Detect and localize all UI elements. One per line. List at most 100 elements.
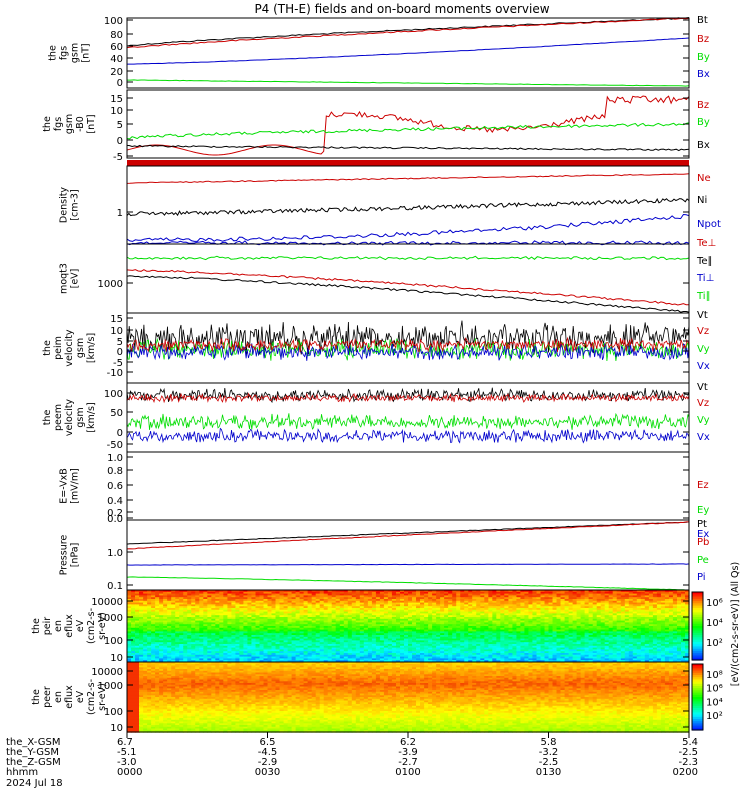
spectrogram-cell bbox=[456, 638, 461, 641]
spectrogram-cell bbox=[664, 620, 670, 623]
spectrogram-cell bbox=[167, 597, 172, 600]
spectrogram-cell bbox=[504, 590, 509, 593]
spectrogram-cell bbox=[183, 651, 188, 654]
spectrogram-cell bbox=[219, 609, 224, 613]
spectrogram-cell bbox=[396, 599, 401, 602]
spectrogram-cell bbox=[685, 618, 690, 622]
spectrogram-cell bbox=[640, 620, 646, 623]
spectrogram-cell bbox=[187, 599, 192, 602]
spectrogram-cell bbox=[351, 611, 357, 614]
spectrogram-cell bbox=[484, 644, 489, 647]
spectrogram-cell bbox=[632, 613, 638, 616]
spectrogram-cell bbox=[520, 591, 525, 595]
spectrogram-cell bbox=[540, 608, 546, 611]
spectrogram-cell bbox=[460, 645, 465, 649]
spectrogram-cell bbox=[311, 631, 317, 634]
spectrogram-cell bbox=[319, 600, 325, 604]
spectrogram-cell bbox=[624, 600, 630, 604]
spectrogram-cell bbox=[681, 626, 686, 629]
spectrogram-cell bbox=[544, 597, 550, 600]
spectrogram-cell bbox=[648, 644, 654, 647]
spectrogram-cell bbox=[488, 635, 493, 638]
spectrogram-cell bbox=[283, 640, 289, 643]
spectrogram-cell bbox=[664, 615, 670, 618]
spectrogram-cell bbox=[456, 600, 461, 604]
spectrogram-cell bbox=[516, 644, 521, 647]
spectrogram-cell bbox=[448, 609, 453, 613]
series-Bx bbox=[127, 79, 690, 87]
spectrogram-cell bbox=[167, 649, 172, 652]
spectrogram-cell bbox=[428, 609, 433, 613]
spectrogram-cell bbox=[492, 633, 497, 636]
spectrogram-cell bbox=[387, 640, 393, 643]
spectrogram-cell bbox=[355, 593, 361, 596]
spectrogram-cell bbox=[476, 620, 481, 623]
spectrogram-cell bbox=[211, 631, 216, 634]
spectrogram-cell bbox=[512, 617, 517, 620]
spectrogram-cell bbox=[468, 618, 473, 622]
spectrogram-cell bbox=[616, 593, 622, 596]
spectrogram-cell bbox=[351, 590, 357, 593]
spectrogram-cell bbox=[291, 602, 297, 605]
spectrogram-cell bbox=[251, 602, 256, 605]
spectrogram-cell bbox=[355, 647, 361, 650]
series-Ni bbox=[126, 198, 690, 217]
spectrogram-cell bbox=[263, 590, 269, 593]
spectrogram-cell bbox=[355, 626, 361, 629]
spectrogram-cell bbox=[343, 640, 349, 643]
spectrogram-cell bbox=[219, 618, 224, 622]
spectrogram-cell bbox=[588, 638, 594, 641]
spectrogram-cell bbox=[235, 618, 240, 622]
spectrogram-cell bbox=[143, 602, 148, 605]
spectrogram-cell bbox=[592, 627, 598, 631]
spectrogram-cell bbox=[620, 609, 626, 613]
spectrogram-cell bbox=[656, 618, 662, 622]
spectrogram-cell bbox=[420, 599, 425, 602]
spectrogram-cell bbox=[685, 620, 690, 623]
spectrogram-cell bbox=[416, 624, 421, 627]
spectrogram-cell bbox=[612, 638, 618, 641]
spectrogram-cell bbox=[179, 611, 184, 614]
spectrogram-cell bbox=[408, 631, 413, 634]
spectrogram-cell bbox=[664, 617, 670, 620]
spectrogram-cell bbox=[223, 622, 228, 625]
spectrogram-cell bbox=[428, 593, 433, 596]
spectrogram-cell bbox=[239, 631, 244, 634]
spectrogram-cell bbox=[267, 599, 273, 602]
spectrogram-cell bbox=[247, 645, 252, 649]
spectrogram-cell bbox=[400, 597, 405, 600]
spectrogram-cell bbox=[391, 622, 397, 625]
spectrogram-cell bbox=[387, 599, 393, 602]
series-Te-par bbox=[126, 275, 690, 313]
spectrogram-cell bbox=[584, 647, 590, 650]
spectrogram-cell bbox=[383, 624, 389, 627]
spectrogram-cell bbox=[464, 618, 469, 622]
spectrogram-cell bbox=[255, 604, 261, 607]
spectrogram-cell bbox=[203, 631, 208, 634]
spectrogram-cell bbox=[524, 636, 529, 640]
spectrogram-cell bbox=[271, 642, 277, 645]
spectrogram-cell bbox=[584, 638, 590, 641]
spectrogram-cell bbox=[387, 622, 393, 625]
spectrogram-cell bbox=[524, 649, 529, 652]
spectrogram-cell bbox=[339, 629, 345, 632]
spectrogram-cell bbox=[652, 636, 658, 640]
spectrogram-cell bbox=[528, 606, 533, 609]
spectrogram-cell bbox=[347, 595, 353, 598]
spectrogram-cell bbox=[131, 611, 136, 614]
spectrogram-cell bbox=[351, 626, 357, 629]
spectrogram-cell bbox=[155, 606, 160, 609]
spectrogram-cell bbox=[171, 636, 176, 640]
spectrogram-cell bbox=[452, 604, 457, 607]
spectrogram-cell bbox=[243, 636, 248, 640]
spectrogram-cell bbox=[219, 644, 224, 647]
spectrogram-cell bbox=[677, 615, 682, 618]
spectrogram-cell bbox=[295, 629, 301, 632]
spectrogram-cell bbox=[351, 642, 357, 645]
spectrogram-cell bbox=[371, 600, 377, 604]
spectrogram-cell bbox=[524, 622, 529, 625]
spectrogram-cell bbox=[139, 631, 144, 634]
spectrogram-cell bbox=[251, 631, 256, 634]
spectrogram-cell bbox=[448, 624, 453, 627]
spectrogram-cell bbox=[151, 631, 156, 634]
